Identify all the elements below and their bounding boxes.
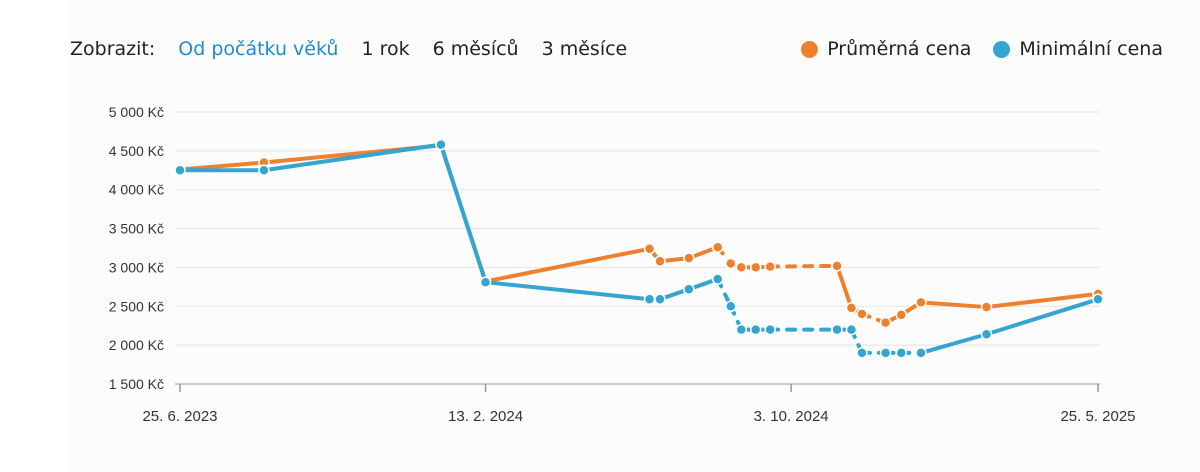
minimum-price-point <box>735 323 748 336</box>
average-price-point <box>915 296 927 309</box>
average-price-point <box>764 260 776 273</box>
minimum-price-point <box>980 328 993 341</box>
legend-label-minimum-price: Minimální cena <box>1019 38 1163 60</box>
average-price-point <box>845 302 858 314</box>
minimum-price-segment <box>984 297 1100 337</box>
average-price-segment <box>483 246 652 284</box>
minimum-price-segment <box>918 332 989 355</box>
legend-dot-average-price <box>801 40 819 58</box>
minimum-price-point <box>258 164 270 177</box>
average-price-segment <box>918 300 989 310</box>
y-tick-label: 4 500 Kč <box>109 143 164 159</box>
average-price-segment <box>835 263 854 310</box>
range-selector: Zobrazit: Od počátku věků 1 rok 6 měsíců… <box>70 34 650 64</box>
range-option-6-months[interactable]: 6 měsíců <box>432 38 519 60</box>
range-selector-label: Zobrazit: <box>70 38 156 60</box>
x-tick-label: 25. 5. 2025 <box>1060 408 1135 425</box>
legend-item-average-price[interactable]: Průměrná cena <box>801 38 971 60</box>
average-price-point <box>725 257 737 270</box>
minimum-price-point <box>479 276 492 288</box>
y-tick-label: 4 000 Kč <box>109 182 164 198</box>
average-price-segment <box>984 291 1100 310</box>
average-price-point <box>749 261 762 274</box>
minimum-price-point <box>435 138 447 151</box>
legend-item-minimum-price[interactable]: Minimální cena <box>993 38 1163 60</box>
minimum-price-point <box>174 164 186 177</box>
y-tick-label: 5 000 Kč <box>109 104 164 120</box>
y-tick-label: 1 500 Kč <box>109 376 164 392</box>
minimum-price-segment <box>483 280 652 302</box>
minimum-price-point <box>683 283 695 295</box>
average-price-segment <box>768 263 840 269</box>
x-tick-label: 3. 10. 2024 <box>754 408 829 425</box>
average-price-point <box>895 309 908 321</box>
average-price-point <box>683 252 695 264</box>
chart-panel <box>70 0 1200 472</box>
x-tick-label: 13. 2. 2024 <box>448 408 523 425</box>
minimum-price-point <box>764 323 776 336</box>
y-tick-label: 3 000 Kč <box>109 259 164 275</box>
y-tick-label: 2 500 Kč <box>109 298 164 314</box>
legend-dot-minimum-price <box>993 40 1011 58</box>
minimum-price-point <box>711 273 724 285</box>
average-price-point <box>831 260 843 272</box>
average-price-point <box>856 308 868 320</box>
minimum-price-point <box>831 323 843 336</box>
minimum-price-point <box>1092 293 1104 306</box>
minimum-price-point <box>749 323 762 336</box>
minimum-price-segment <box>261 142 443 173</box>
average-price-point <box>879 316 892 329</box>
average-price-point <box>735 261 748 274</box>
average-price-point <box>643 243 656 255</box>
x-tick-label: 25. 6. 2023 <box>142 408 217 425</box>
range-option-1-year[interactable]: 1 rok <box>361 38 410 60</box>
average-price-point <box>711 241 724 253</box>
minimum-price-point <box>654 293 666 306</box>
minimum-price-point <box>879 347 892 359</box>
minimum-price-point <box>895 347 908 359</box>
y-tick-label: 2 000 Kč <box>109 337 164 353</box>
range-option-3-months[interactable]: 3 měsíce <box>541 38 628 60</box>
minimum-price-point <box>856 347 868 359</box>
range-option-all-time[interactable]: Od počátku věků <box>178 38 339 60</box>
legend-label-average-price: Průměrná cena <box>827 38 972 60</box>
minimum-price-point <box>643 293 656 306</box>
average-price-point <box>654 255 666 267</box>
y-tick-label: 3 500 Kč <box>109 221 164 237</box>
minimum-price-point <box>725 300 737 313</box>
average-price-point <box>980 301 993 313</box>
minimum-price-point <box>915 347 927 359</box>
chart-legend: Průměrná cena Minimální cena <box>779 34 1163 64</box>
minimum-price-segment <box>438 142 488 285</box>
minimum-price-point <box>845 323 858 336</box>
